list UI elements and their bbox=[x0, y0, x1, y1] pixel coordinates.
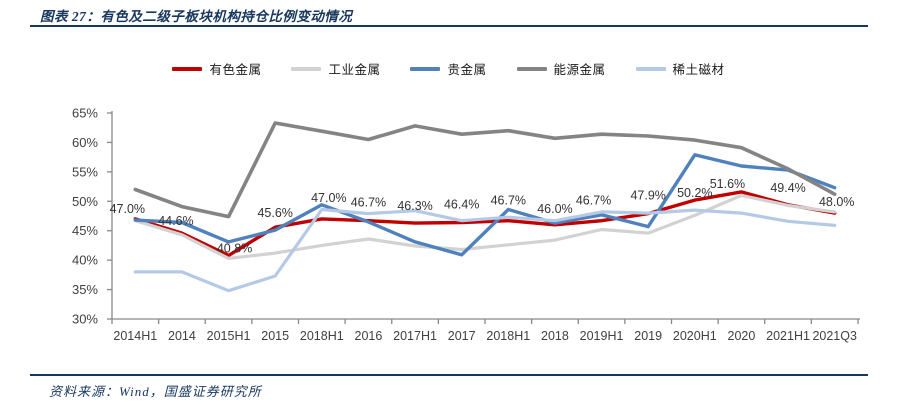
legend-label: 工业金属 bbox=[328, 63, 381, 77]
x-axis-tick-label: 2018H1 bbox=[300, 329, 344, 343]
title-divider-line bbox=[30, 25, 868, 27]
x-axis-tick-label: 2019H1 bbox=[580, 329, 624, 343]
data-label: 47.9% bbox=[630, 189, 665, 203]
series-line-能源金属 bbox=[133, 121, 837, 219]
data-label: 46.7% bbox=[576, 194, 611, 208]
x-axis-tick-label: 2017H1 bbox=[393, 329, 437, 343]
y-axis-tick-label: 55% bbox=[72, 164, 98, 179]
legend-label: 贵金属 bbox=[447, 63, 487, 77]
data-label: 40.8% bbox=[217, 241, 252, 255]
legend-item-5: 稀土磁材 bbox=[635, 59, 725, 78]
legend-swatch-icon bbox=[410, 66, 441, 71]
legend-item-3: 贵金属 bbox=[410, 59, 486, 78]
legend-swatch-icon bbox=[516, 66, 547, 71]
data-label: 50.2% bbox=[677, 186, 712, 200]
data-label: 47.0% bbox=[110, 202, 145, 216]
data-label: 49.4% bbox=[770, 181, 805, 195]
legend-swatch-icon bbox=[172, 66, 203, 71]
x-axis-tick-label: 2016 bbox=[355, 329, 383, 343]
y-axis-tick-label: 40% bbox=[72, 253, 98, 268]
chart-legend: 有色金属 工业金属 贵金属 能源金属 稀土磁材 bbox=[0, 59, 897, 78]
data-label: 47.0% bbox=[311, 191, 346, 205]
legend-item-1: 有色金属 bbox=[172, 59, 261, 78]
x-axis-tick-label: 2014 bbox=[168, 329, 196, 343]
legend-label: 能源金属 bbox=[553, 63, 606, 77]
data-label: 46.7% bbox=[491, 194, 526, 208]
series-line-工业金属 bbox=[133, 193, 837, 260]
figure-title: 图表 27：有色及二级子板块机构持仓比例变动情况 bbox=[40, 9, 353, 24]
legend-item-2: 工业金属 bbox=[291, 59, 380, 78]
x-axis-tick-label: 2015 bbox=[261, 329, 289, 343]
data-label: 44.6% bbox=[158, 214, 193, 228]
legend-label: 稀土磁材 bbox=[672, 63, 725, 77]
x-axis-tick-label: 2019 bbox=[634, 329, 662, 343]
data-label: 48.0% bbox=[819, 195, 854, 209]
y-axis-tick-label: 60% bbox=[72, 135, 98, 150]
legend-swatch-icon bbox=[291, 66, 322, 71]
x-axis-tick-label: 2021Q3 bbox=[812, 329, 857, 343]
x-axis-tick-label: 2018 bbox=[541, 329, 569, 343]
series-line-贵金属 bbox=[133, 153, 837, 257]
x-axis-tick-label: 2021H1 bbox=[766, 329, 810, 343]
y-axis-tick-label: 35% bbox=[72, 282, 98, 297]
x-axis-tick-label: 2014H1 bbox=[113, 329, 157, 343]
data-label: 46.3% bbox=[397, 199, 432, 213]
series-line-稀土磁材 bbox=[133, 207, 837, 293]
legend-item-4: 能源金属 bbox=[516, 59, 606, 78]
legend-label: 有色金属 bbox=[209, 63, 262, 77]
x-axis-tick-label: 2020H1 bbox=[673, 329, 717, 343]
data-label: 51.6% bbox=[710, 177, 745, 191]
x-axis-tick-label: 2017 bbox=[448, 329, 476, 343]
x-axis-tick-label: 2020 bbox=[728, 329, 756, 343]
y-axis-tick-label: 50% bbox=[72, 194, 98, 209]
data-label: 45.6% bbox=[257, 206, 292, 220]
footer-divider-line bbox=[30, 374, 868, 376]
data-label: 46.7% bbox=[351, 196, 386, 210]
y-axis-tick-label: 65% bbox=[72, 106, 98, 121]
series-line-有色金属 bbox=[133, 190, 837, 258]
y-axis-tick-label: 30% bbox=[72, 312, 98, 327]
legend-swatch-icon bbox=[635, 66, 666, 71]
data-label: 46.4% bbox=[444, 197, 479, 211]
x-axis-tick-label: 2018H1 bbox=[486, 329, 530, 343]
data-label: 46.0% bbox=[537, 202, 572, 216]
source-note: 资料来源：Wind，国盛证券研究所 bbox=[49, 384, 262, 399]
y-axis-tick-label: 45% bbox=[72, 223, 98, 238]
x-axis-tick-label: 2015H1 bbox=[207, 329, 251, 343]
